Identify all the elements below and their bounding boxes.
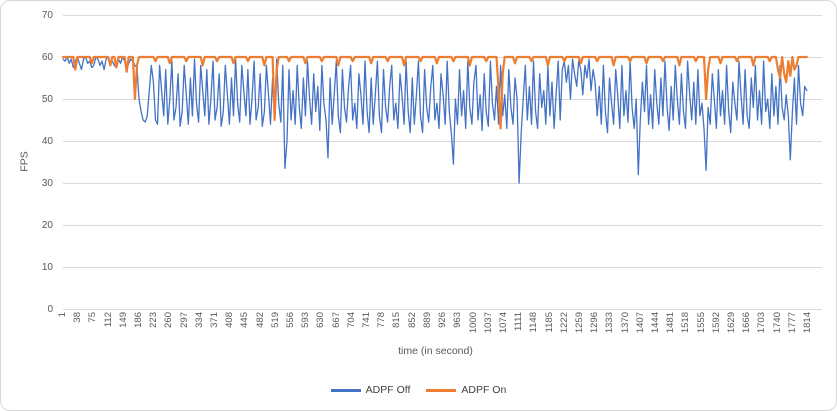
x-tick-label-38: 38 — [72, 312, 84, 323]
y-axis-title: FPS — [18, 151, 31, 172]
x-tick-label-815: 815 — [391, 312, 403, 328]
x-tick-label-1000: 1000 — [467, 312, 479, 334]
x-tick-label-1518: 1518 — [680, 312, 692, 334]
x-tick-label-963: 963 — [452, 312, 464, 328]
x-tick-label-260: 260 — [163, 312, 175, 328]
x-tick-label-593: 593 — [300, 312, 312, 328]
x-tick-label-371: 371 — [209, 312, 221, 328]
x-tick-label-1185: 1185 — [543, 312, 555, 333]
x-tick-label-778: 778 — [376, 312, 388, 328]
x-tick-label-519: 519 — [269, 312, 281, 328]
y-tick-label-40: 40 — [41, 136, 53, 147]
x-tick-label-667: 667 — [330, 312, 342, 328]
x-tick-label-334: 334 — [193, 312, 205, 328]
adpf-on-line — [61, 55, 808, 130]
y-tick-label-60: 60 — [41, 52, 53, 63]
x-tick-label-1814: 1814 — [802, 312, 813, 334]
x-tick-label-889: 889 — [421, 312, 433, 328]
x-axis-title: time (in second) — [398, 345, 473, 357]
x-tick-label-1629: 1629 — [725, 312, 737, 334]
legend-label-adpf-off: ADPF Off — [365, 384, 411, 396]
x-tick-label-1148: 1148 — [528, 312, 540, 333]
x-tick-label-1703: 1703 — [756, 312, 768, 334]
legend-label-adpf-on: ADPF On — [461, 384, 507, 396]
x-tick-label-297: 297 — [178, 312, 190, 328]
x-tick-label-1666: 1666 — [741, 312, 753, 334]
x-tick-label-1777: 1777 — [786, 312, 798, 334]
x-tick-label-223: 223 — [148, 312, 160, 328]
x-tick-label-445: 445 — [239, 312, 251, 328]
y-tick-label-0: 0 — [47, 304, 53, 315]
x-tick-label-112: 112 — [102, 312, 114, 328]
x-tick-label-1407: 1407 — [634, 312, 646, 334]
x-tick-label-704: 704 — [345, 312, 357, 328]
adpf-off-line — [62, 56, 808, 184]
x-tick-label-1074: 1074 — [497, 312, 509, 334]
x-tick-label-186: 186 — [133, 312, 145, 328]
x-tick-label-75: 75 — [87, 312, 99, 323]
x-tick-label-149: 149 — [117, 312, 129, 328]
x-tick-label-482: 482 — [254, 312, 266, 328]
x-tick-label-1481: 1481 — [665, 312, 677, 334]
adpf-on-line-swatch-icon — [426, 388, 457, 392]
x-tick-label-1111: 1111 — [513, 312, 525, 332]
x-tick-label-852: 852 — [406, 312, 418, 328]
x-tick-label-1740: 1740 — [771, 312, 783, 334]
x-tick-label-1555: 1555 — [695, 312, 707, 334]
x-tick-label-1333: 1333 — [604, 312, 616, 334]
y-tick-label-30: 30 — [41, 178, 53, 189]
x-tick-label-1037: 1037 — [482, 312, 494, 334]
legend-item-adpf-off: ADPF Off — [330, 384, 411, 396]
adpf-off-line-swatch-icon — [330, 388, 361, 392]
x-tick-label-1296: 1296 — [589, 312, 601, 334]
x-tick-label-1: 1 — [57, 312, 68, 318]
y-tick-label-20: 20 — [41, 220, 53, 231]
x-tick-label-741: 741 — [361, 312, 373, 328]
x-tick-label-1222: 1222 — [558, 312, 570, 334]
x-tick-label-1259: 1259 — [573, 312, 585, 334]
x-tick-label-630: 630 — [315, 312, 327, 328]
legend: ADPF Off ADPF On — [1, 381, 836, 399]
y-tick-label-50: 50 — [41, 94, 53, 105]
y-tick-label-10: 10 — [41, 262, 53, 273]
x-tick-label-1592: 1592 — [710, 312, 722, 334]
x-tick-label-1370: 1370 — [619, 312, 631, 334]
x-tick-label-556: 556 — [285, 312, 297, 328]
x-tick-label-1444: 1444 — [649, 312, 661, 334]
x-tick-label-408: 408 — [224, 312, 236, 328]
y-tick-label-70: 70 — [41, 10, 53, 21]
x-tick-label-926: 926 — [437, 312, 449, 328]
legend-item-adpf-on: ADPF On — [426, 384, 506, 396]
